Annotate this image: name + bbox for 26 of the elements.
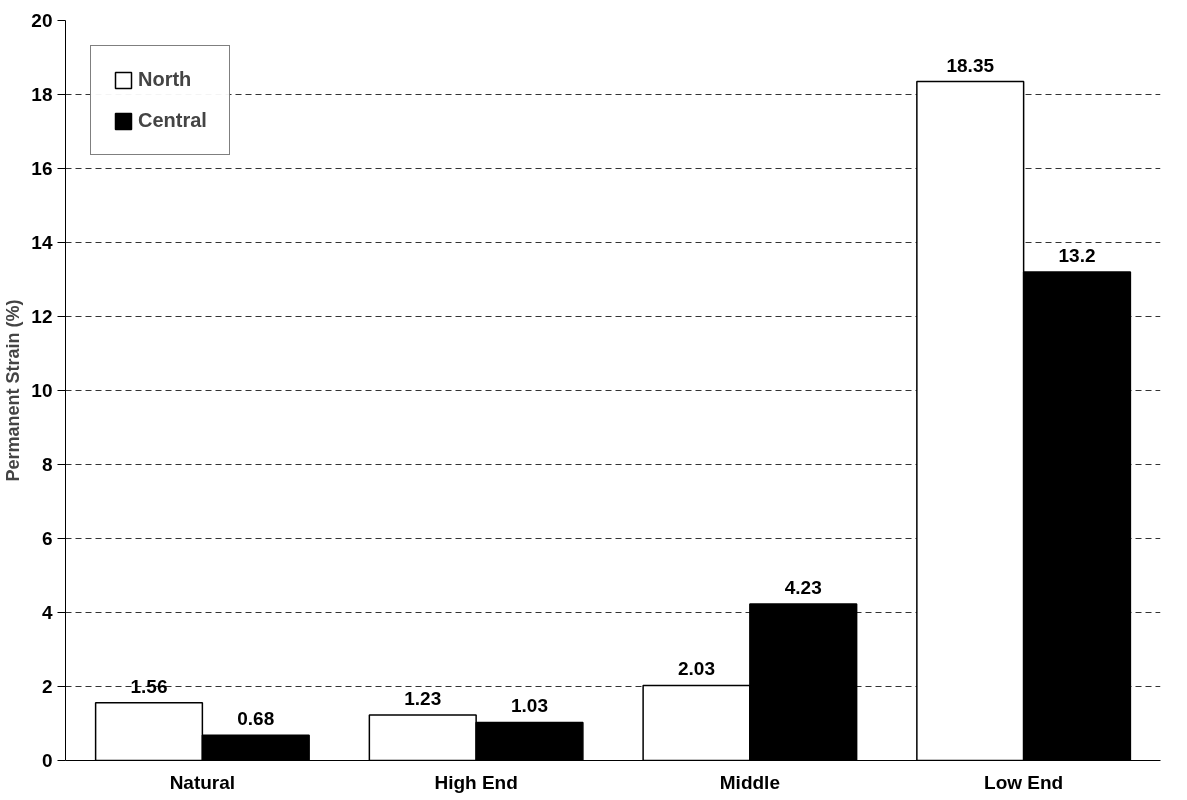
y-tick-label: 2 xyxy=(41,676,53,697)
data-label: 1.56 xyxy=(130,675,168,697)
y-tick-label: 6 xyxy=(41,528,53,549)
x-tick-label: High End xyxy=(434,771,518,793)
data-label: 18.35 xyxy=(946,54,995,76)
data-label: 1.23 xyxy=(404,687,442,709)
data-label: 13.2 xyxy=(1058,245,1096,267)
y-tick-label: 4 xyxy=(41,602,53,623)
data-label: 1.03 xyxy=(511,695,548,717)
y-tick-label: 8 xyxy=(41,454,53,475)
y-tick-label: 20 xyxy=(31,10,53,31)
x-tick-label: Low End xyxy=(984,771,1064,793)
y-tick-label: 16 xyxy=(31,158,53,179)
y-axis-title: Permanent Strain (%) xyxy=(3,299,24,482)
y-tick-label: 10 xyxy=(31,380,53,401)
y-tick-label: 14 xyxy=(31,232,53,253)
data-label: 0.68 xyxy=(237,708,275,730)
data-label: 2.03 xyxy=(678,658,715,680)
x-tick-label: Middle xyxy=(719,771,780,793)
legend-label: North xyxy=(138,68,192,91)
data-label: 4.23 xyxy=(784,576,822,598)
x-tick-label: Natural xyxy=(169,771,236,793)
y-tick-label: 0 xyxy=(41,750,53,771)
y-tick-label: 18 xyxy=(31,84,53,105)
legend-label: Central xyxy=(138,109,207,132)
y-tick-label: 12 xyxy=(31,306,53,327)
